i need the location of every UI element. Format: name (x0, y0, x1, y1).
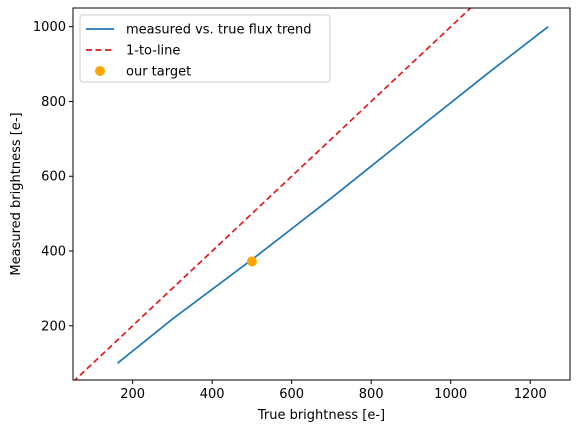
one-to-one-line (73, 8, 472, 380)
x-axis: 200 400 600 800 1000 1200 (120, 380, 547, 402)
target-point (246, 256, 257, 267)
x-axis-label: True brightness [e-] (257, 408, 385, 423)
y-tick-label: 1000 (33, 20, 66, 35)
x-tick-label: 1200 (514, 387, 547, 402)
legend-label: measured vs. true flux trend (126, 23, 312, 38)
y-tick-label: 800 (41, 95, 66, 110)
x-tick-label: 600 (279, 387, 304, 402)
x-tick-label: 800 (359, 387, 384, 402)
x-tick-label: 200 (120, 387, 145, 402)
x-tick-label: 400 (200, 387, 225, 402)
legend-box (79, 14, 331, 83)
y-tick-label: 200 (41, 319, 66, 334)
trend-line (116, 26, 549, 364)
legend-label: our target (126, 65, 191, 80)
legend: measured vs. true flux trend 1-to-line our… (79, 14, 331, 83)
y-axis: 200 400 600 800 1000 (33, 20, 73, 334)
plot-content (73, 8, 549, 380)
legend-swatch (95, 66, 105, 76)
y-tick-label: 600 (41, 170, 66, 185)
y-axis-label: Measured brightness [e-] (9, 112, 24, 275)
legend-label: 1-to-line (126, 44, 180, 59)
y-tick-label: 400 (41, 245, 66, 260)
x-tick-label: 1000 (434, 387, 467, 402)
plot-frame (72, 7, 571, 381)
